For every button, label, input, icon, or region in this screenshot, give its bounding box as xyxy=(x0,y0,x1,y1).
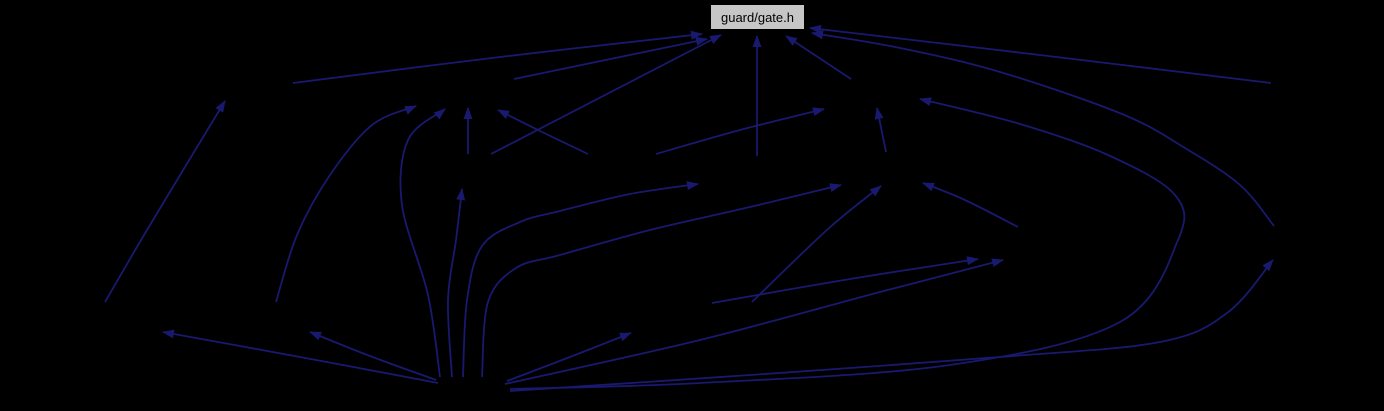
graph-edge-bottom-to-n5b-hook xyxy=(481,183,842,378)
graph-edge-n1-to-guard xyxy=(513,36,708,80)
node-guard-gate-h[interactable]: guard/gate.h xyxy=(710,4,805,30)
graph-edge-bottom-to-br xyxy=(506,332,632,382)
graph-edge-bottom-to-left1 xyxy=(162,329,439,384)
graph-edge-bottom-to-n7 xyxy=(509,259,1274,392)
graph-edge-n2b-to-n1 xyxy=(497,109,589,155)
graph-edge-n3-to-guard xyxy=(785,35,852,80)
graph-edge-left2-to-n1-arc xyxy=(275,105,417,303)
graph-edge-topleft-to-guard xyxy=(292,30,703,84)
graph-edge-br-to-n6 xyxy=(711,256,979,304)
graph-edge-bottom-to-n3-big-c xyxy=(509,97,1186,390)
graph-edge-bottom-to-left2 xyxy=(309,331,437,381)
graph-edge-bottom-to-n1b xyxy=(447,188,466,378)
graph-edge-bottom-to-n6 xyxy=(504,258,1004,385)
graph-edge-n5b-to-n3 xyxy=(874,107,887,153)
graph-edge-left1-to-topleft xyxy=(104,100,226,303)
graph-edge-topright-to-guard xyxy=(809,24,1272,84)
graph-edge-bottom-to-n1-arc xyxy=(399,108,446,378)
graph-edge-n7-to-guard-curve xyxy=(811,30,1275,227)
graph-edge-bottom-to-n4b-hook xyxy=(462,181,699,378)
graph-edge-n1b-to-guard xyxy=(490,34,722,155)
graph-edge-n6-to-n5b xyxy=(922,182,1019,228)
graph-edge-n2b-to-n3 xyxy=(655,107,825,155)
graph-edge-br-to-n5b xyxy=(751,185,882,303)
